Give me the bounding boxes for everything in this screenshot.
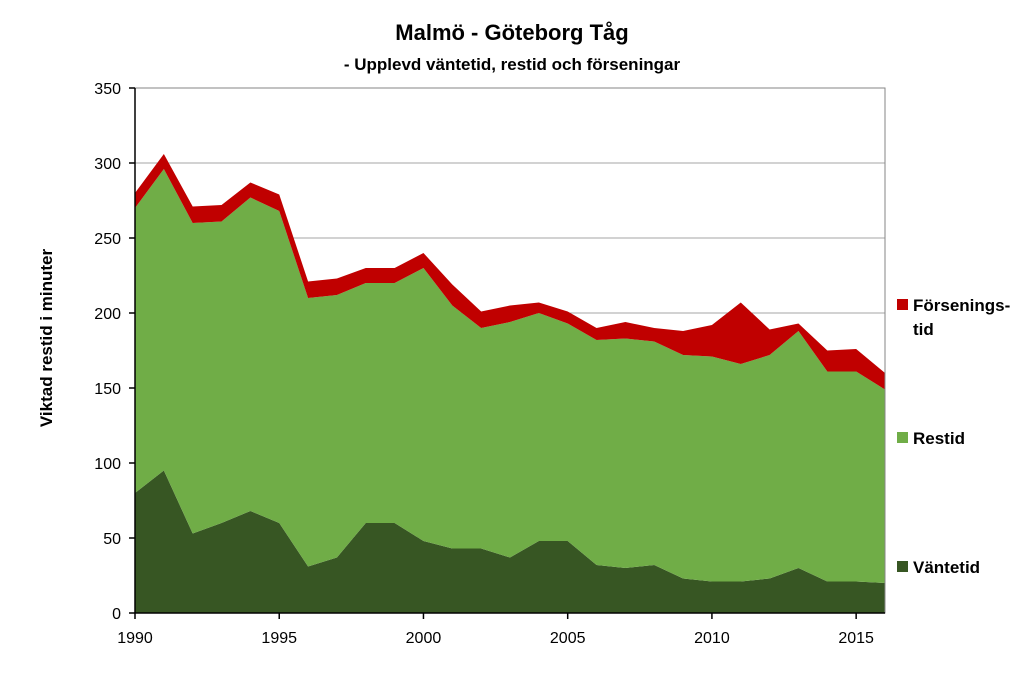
y-tick-labels: 0 50 100 150 200 250 300 350 bbox=[94, 81, 121, 623]
legend-swatch-v-ntetid bbox=[897, 561, 908, 572]
legend-label-restid: Restid bbox=[913, 429, 965, 448]
legend-label-v-ntetid: Väntetid bbox=[913, 558, 980, 577]
y-tick-label: 350 bbox=[94, 81, 121, 98]
legend: Försenings-tid Restid Väntetid bbox=[897, 296, 1010, 577]
y-tick-label: 200 bbox=[94, 306, 121, 323]
area-series-restid bbox=[135, 169, 885, 583]
x-tick-label: 2010 bbox=[694, 630, 730, 647]
legend-swatch-restid bbox=[897, 432, 908, 443]
x-tick-labels: 1990 1995 2000 2005 2010 2015 bbox=[117, 630, 874, 647]
y-axis-title: Viktad restid i minuter bbox=[37, 248, 56, 427]
x-tick-label: 2000 bbox=[406, 630, 442, 647]
chart-title: Malmö - Göteborg Tåg bbox=[395, 20, 628, 45]
y-tick-label: 50 bbox=[103, 531, 121, 548]
x-tick-label: 2005 bbox=[550, 630, 586, 647]
y-tick-label: 100 bbox=[94, 456, 121, 473]
chart-subtitle: - Upplevd väntetid, restid och försening… bbox=[344, 55, 681, 74]
x-tick-label: 2015 bbox=[838, 630, 874, 647]
area-series-group bbox=[135, 154, 885, 613]
area-series-v-ntetid bbox=[135, 470, 885, 613]
legend-swatch-f-rseningstid bbox=[897, 299, 908, 310]
axes bbox=[129, 87, 886, 619]
legend-label-f-rseningstid: Försenings- bbox=[913, 296, 1010, 315]
y-tick-label: 150 bbox=[94, 381, 121, 398]
x-tick-label: 1990 bbox=[117, 630, 153, 647]
area-series-f-rseningstid bbox=[135, 154, 885, 390]
legend-label-f-rseningstid: tid bbox=[913, 320, 934, 339]
y-tick-label: 250 bbox=[94, 231, 121, 248]
y-tick-label: 300 bbox=[94, 156, 121, 173]
y-tick-label: 0 bbox=[112, 606, 121, 623]
x-tick-label: 1995 bbox=[261, 630, 297, 647]
